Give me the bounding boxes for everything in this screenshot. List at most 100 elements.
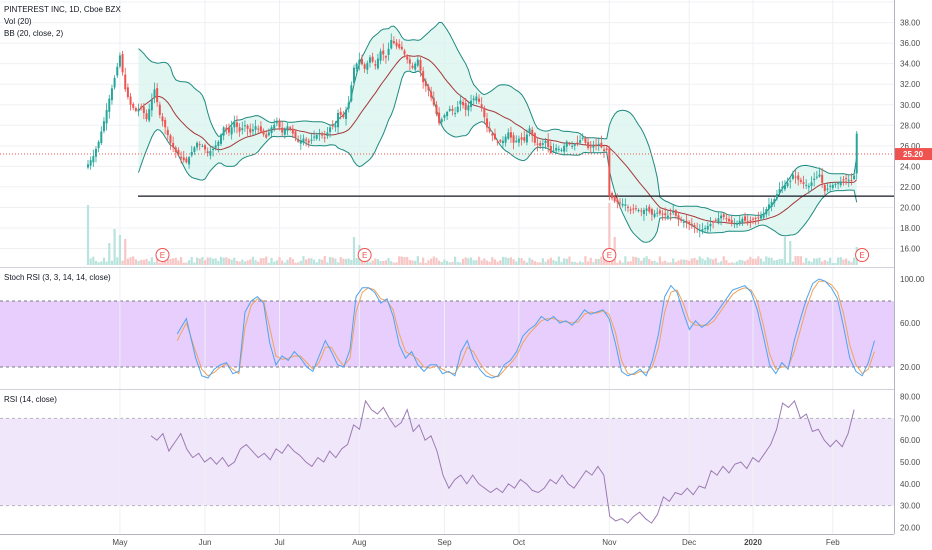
candle-body: [555, 147, 558, 151]
candle-body: [390, 40, 393, 49]
volume-bar: [89, 258, 92, 265]
candle: [603, 144, 606, 159]
volume-bar: [658, 256, 661, 265]
volume-bar: [837, 257, 840, 265]
candle-body: [158, 104, 161, 116]
candle-body: [762, 213, 765, 218]
earnings-marker[interactable]: E: [155, 248, 170, 262]
volume-bar: [169, 258, 172, 265]
candle: [108, 94, 111, 119]
candle: [321, 131, 324, 139]
earnings-marker-circle[interactable]: [602, 248, 617, 262]
candle-body: [105, 109, 108, 124]
volume-bar: [360, 258, 364, 265]
volume-bar: [642, 257, 646, 265]
candle-body: [677, 215, 680, 220]
candle: [853, 174, 856, 181]
candle: [243, 120, 246, 133]
price-tick-label: 38.00: [900, 19, 921, 28]
candle-body: [470, 100, 473, 107]
volume-bar: [653, 260, 656, 265]
earnings-marker-circle[interactable]: [357, 248, 372, 262]
candle: [746, 215, 749, 226]
candle: [467, 101, 470, 117]
volume-bar: [395, 262, 398, 265]
volume-bar: [829, 257, 832, 265]
volume-bar: [584, 256, 587, 265]
volume-bar: [727, 262, 731, 265]
price-scale[interactable]: [894, 0, 932, 534]
candle-body: [544, 140, 547, 143]
candle: [89, 156, 92, 170]
candle: [403, 48, 406, 58]
earnings-marker[interactable]: E: [602, 248, 617, 262]
candle-body: [789, 180, 792, 182]
candle: [821, 168, 824, 188]
volume-bar: [406, 257, 409, 265]
candle-body: [225, 127, 228, 130]
candle-body: [350, 85, 353, 101]
last-price-text: 25.20: [903, 150, 924, 159]
volume-bar: [765, 256, 768, 265]
candle-body: [427, 86, 430, 91]
earnings-marker-text: E: [362, 251, 367, 260]
candle: [608, 145, 611, 201]
volume-bar: [273, 261, 276, 265]
volume-bar: [347, 258, 350, 265]
candle: [198, 141, 201, 151]
volume-bar: [547, 259, 550, 265]
volume-bar: [451, 261, 454, 265]
volume-bar: [589, 257, 592, 265]
volume-bar: [371, 260, 374, 265]
volume-bar: [313, 259, 316, 265]
candle-body: [281, 127, 284, 133]
candle: [509, 126, 512, 143]
earnings-marker[interactable]: E: [357, 248, 372, 262]
candle-body: [318, 133, 321, 135]
candle-body: [217, 141, 220, 147]
candle: [323, 130, 326, 143]
candle: [837, 181, 840, 190]
volume-bar: [94, 260, 98, 265]
volume-bar: [712, 259, 715, 265]
candle-body: [560, 149, 563, 151]
candle-body: [563, 145, 566, 152]
time-axis[interactable]: [0, 534, 932, 550]
earnings-marker-circle[interactable]: [855, 248, 870, 262]
candle: [222, 126, 225, 141]
volume-bar: [424, 262, 427, 265]
candle: [714, 217, 717, 223]
candle: [666, 210, 669, 220]
candle-body: [249, 128, 252, 133]
volume-bar: [161, 260, 164, 265]
price-tick-label: 36.00: [900, 39, 921, 48]
candle: [206, 147, 209, 157]
volume-bar: [475, 260, 478, 265]
candle-body: [786, 182, 789, 187]
candle: [148, 103, 151, 123]
earnings-marker[interactable]: E: [855, 248, 870, 262]
candle: [629, 206, 632, 215]
volume-bar: [624, 256, 627, 265]
candle-body: [89, 160, 92, 166]
volume-bar: [339, 257, 342, 265]
earnings-marker-circle[interactable]: [155, 248, 170, 262]
volume-bar: [600, 256, 603, 265]
candle-body: [169, 135, 172, 143]
volume-bar: [523, 260, 526, 265]
volume-bar: [805, 257, 808, 265]
candle-body: [451, 108, 454, 111]
candle: [791, 170, 794, 181]
volume-bar: [328, 257, 332, 265]
volume-bar: [246, 260, 249, 265]
volume-bar: [278, 257, 281, 265]
volume-bar: [759, 258, 763, 265]
candle: [483, 105, 486, 124]
candle: [408, 55, 411, 71]
candle: [850, 173, 853, 186]
stoch-rsi-band: [0, 301, 894, 367]
candle-body: [142, 106, 145, 113]
candle-body: [289, 127, 292, 130]
volume-bar: [626, 261, 630, 265]
candle-body: [823, 184, 826, 192]
